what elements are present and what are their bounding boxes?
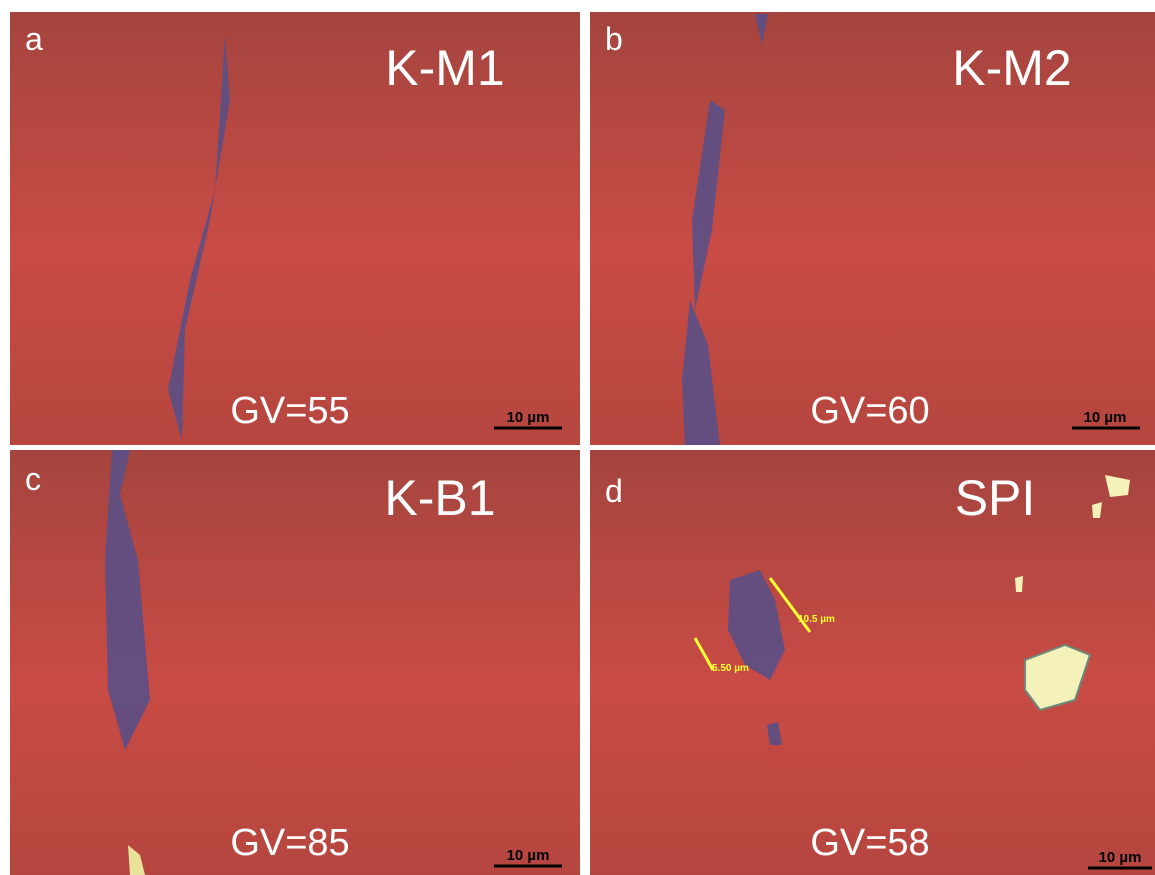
scale-bar-label: 10 µm [507,847,550,864]
sample-label: K-M2 [952,40,1071,96]
particle [1015,576,1023,592]
panel-letter: a [25,21,43,57]
panel-d: 10.5 µm 5.50 µm d SPI GV=58 10 µm [590,450,1155,875]
panel-letter: b [605,21,623,57]
panel-letter: c [25,461,41,497]
sample-label: SPI [955,470,1036,526]
gv-label: GV=85 [230,822,349,864]
figure: a K-M1 GV=55 10 µm b K-M2 GV=60 10 µm c … [0,0,1155,875]
measurement-label: 5.50 µm [712,663,749,674]
panel-b: b K-M2 GV=60 10 µm [590,12,1155,445]
scale-bar-label: 10 µm [507,409,550,426]
scale-bar-label: 10 µm [1099,849,1142,866]
gv-label: GV=60 [810,390,929,432]
scale-bar-label: 10 µm [1084,409,1127,426]
measurement-label: 10.5 µm [798,614,835,625]
panel-a: a K-M1 GV=55 10 µm [10,12,580,445]
panel-c: c K-B1 GV=85 10 µm [10,450,580,875]
sample-label: K-M1 [385,40,504,96]
gv-label: GV=58 [810,822,929,864]
sample-label: K-B1 [384,470,495,526]
panel-letter: d [605,473,623,509]
gv-label: GV=55 [230,390,349,432]
